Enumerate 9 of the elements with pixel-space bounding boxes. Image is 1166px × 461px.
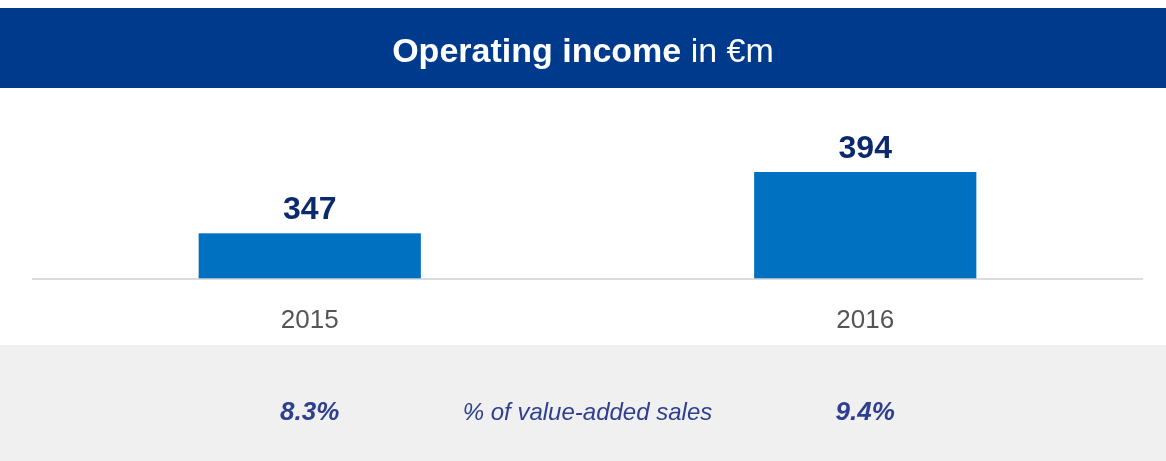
x-tick-label: 2015	[280, 304, 339, 334]
data-label: 394	[838, 129, 893, 165]
chart-subtitle: in €m	[681, 31, 774, 69]
x-tick-label: 2016	[836, 304, 895, 334]
chart-title: Operating income	[392, 31, 682, 69]
text: 9.4%	[835, 396, 895, 426]
text: 8.3%	[280, 396, 340, 426]
data-label: 347	[283, 190, 337, 227]
text: % of value-added sales	[462, 398, 713, 425]
